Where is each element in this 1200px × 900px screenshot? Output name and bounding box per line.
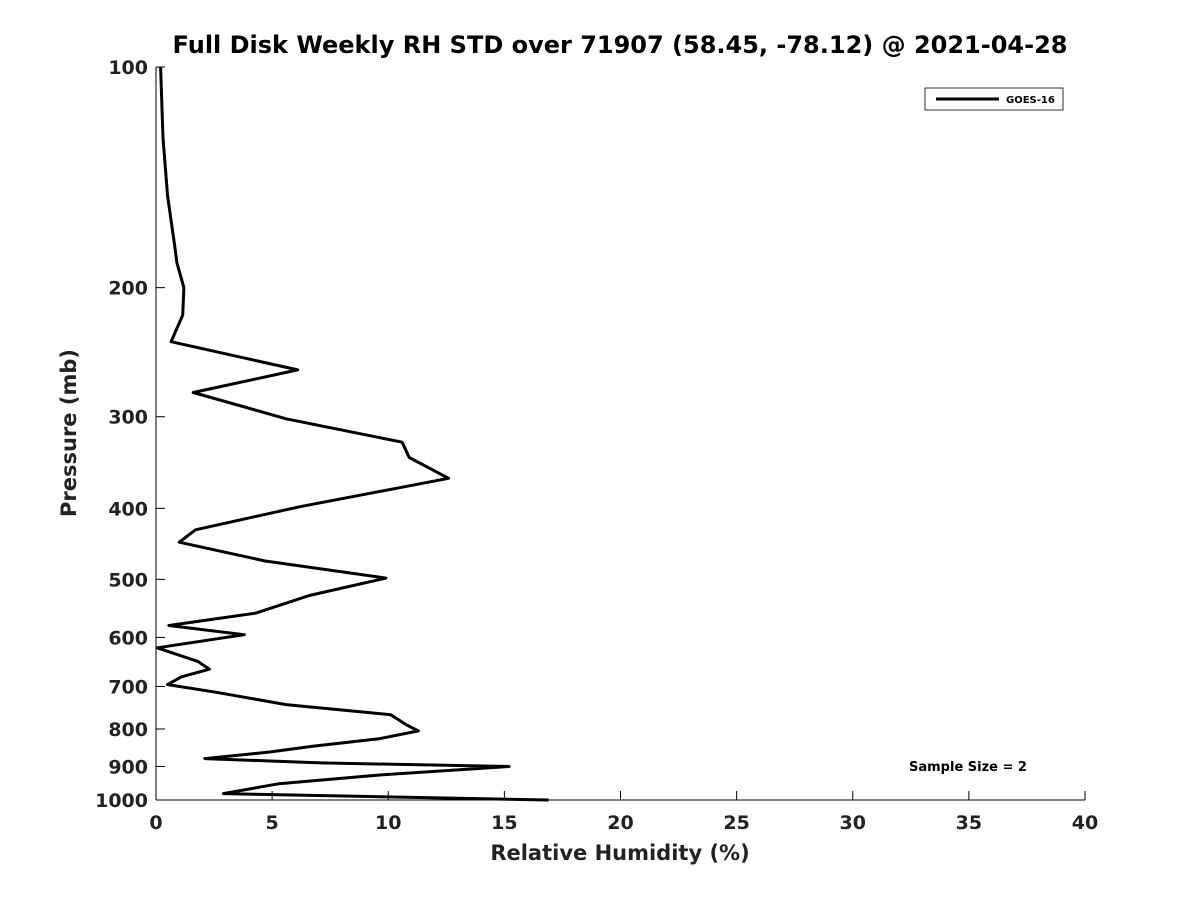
legend-label-goes-16: GOES-16 (1006, 95, 1055, 106)
x-tick-label: 20 (607, 812, 633, 834)
x-tick-label: 30 (840, 812, 866, 834)
y-tick-label: 200 (108, 278, 148, 300)
x-tick-label: 15 (491, 812, 517, 834)
y-tick-label: 900 (108, 756, 148, 778)
chart-title: Full Disk Weekly RH STD over 71907 (58.4… (173, 31, 1068, 59)
y-tick-label: 400 (108, 498, 148, 520)
x-tick-label: 0 (149, 812, 162, 834)
y-tick-label: 700 (108, 676, 148, 698)
y-axis-label: Pressure (mb) (57, 349, 81, 517)
y-tick-label: 800 (108, 719, 148, 741)
x-tick-label: 5 (266, 812, 279, 834)
legend: GOES-16 (924, 87, 1064, 111)
x-axis-label: Relative Humidity (%) (490, 841, 749, 865)
y-tick-label: 1000 (95, 790, 148, 812)
y-tick-label: 100 (108, 57, 148, 79)
axes: 0 5 10 15 20 25 30 35 40 100 200 300 400 500 600 700 800… (95, 57, 1098, 834)
y-tick-label: 600 (108, 627, 148, 649)
x-tick-label: 40 (1072, 812, 1098, 834)
x-tick-label: 10 (375, 812, 401, 834)
x-tick-label: 25 (723, 812, 749, 834)
sample-size-note: Sample Size = 2 (909, 760, 1027, 775)
y-tick-label: 500 (108, 569, 148, 591)
series-line-goes-16 (155, 66, 549, 802)
x-tick-label: 35 (956, 812, 982, 834)
y-tick-label: 300 (108, 407, 148, 429)
